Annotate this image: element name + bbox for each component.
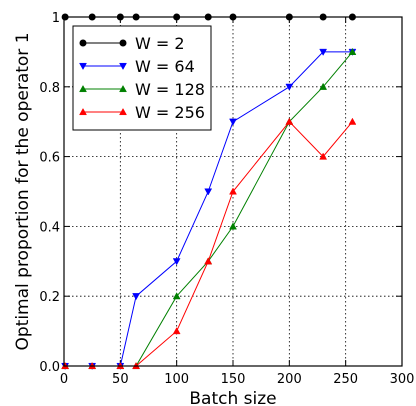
y-axis-title: Optimal proportion for the operator 1 bbox=[13, 32, 33, 350]
data-point-w-256 bbox=[319, 152, 328, 160]
data-point-w-128 bbox=[348, 47, 357, 55]
legend-marker-w-2 bbox=[79, 39, 87, 47]
data-point-w-128 bbox=[229, 222, 237, 230]
legend-marker-w-256 bbox=[119, 107, 127, 116]
data-point-w-64 bbox=[132, 293, 141, 301]
y-tick-label: 0.4 bbox=[39, 220, 60, 235]
y-tick-label: 1 bbox=[52, 11, 60, 26]
legend-label-w-256: W = 256 bbox=[135, 103, 205, 122]
data-point-w-64 bbox=[319, 48, 328, 56]
legend-marker-w-64 bbox=[79, 62, 87, 71]
legend-label-w-64: W = 64 bbox=[135, 57, 195, 76]
legend-label-w-2: W = 2 bbox=[135, 34, 185, 53]
data-point-w-256 bbox=[285, 117, 294, 125]
x-tick-label: 50 bbox=[112, 372, 129, 387]
legend-marker-w-128 bbox=[119, 84, 127, 93]
data-point-w-256 bbox=[348, 117, 357, 125]
data-point-w-128 bbox=[319, 82, 328, 90]
data-point-w-64 bbox=[172, 258, 181, 266]
legend-marker-w-256 bbox=[79, 107, 87, 116]
legend-marker-w-2 bbox=[119, 39, 127, 47]
legend-marker-w-128 bbox=[79, 84, 87, 93]
x-tick-label: 100 bbox=[164, 372, 189, 387]
legend-marker-w-64 bbox=[119, 62, 127, 71]
x-tick-label: 150 bbox=[221, 372, 246, 387]
y-tick-label: 0.8 bbox=[39, 81, 60, 96]
x-tick-label: 0 bbox=[60, 372, 68, 387]
y-tick-label: 0.0 bbox=[39, 360, 60, 375]
y-tick-label: 0.2 bbox=[39, 290, 60, 305]
x-axis-title: Batch size bbox=[189, 389, 276, 406]
data-point-w-64 bbox=[229, 118, 237, 126]
x-tick-label: 200 bbox=[277, 372, 302, 387]
y-tick-label: 0.6 bbox=[39, 151, 60, 166]
data-point-w-256 bbox=[204, 257, 213, 265]
data-point-w-256 bbox=[172, 327, 181, 335]
x-tick-label: 300 bbox=[390, 372, 415, 387]
data-point-w-64 bbox=[204, 188, 213, 196]
data-point-w-256 bbox=[229, 187, 237, 195]
data-point-w-128 bbox=[172, 292, 181, 300]
plot-frame bbox=[63, 16, 403, 367]
legend-label-w-128: W = 128 bbox=[135, 80, 205, 99]
x-tick-label: 250 bbox=[333, 372, 358, 387]
data-point-w-64 bbox=[285, 83, 294, 91]
